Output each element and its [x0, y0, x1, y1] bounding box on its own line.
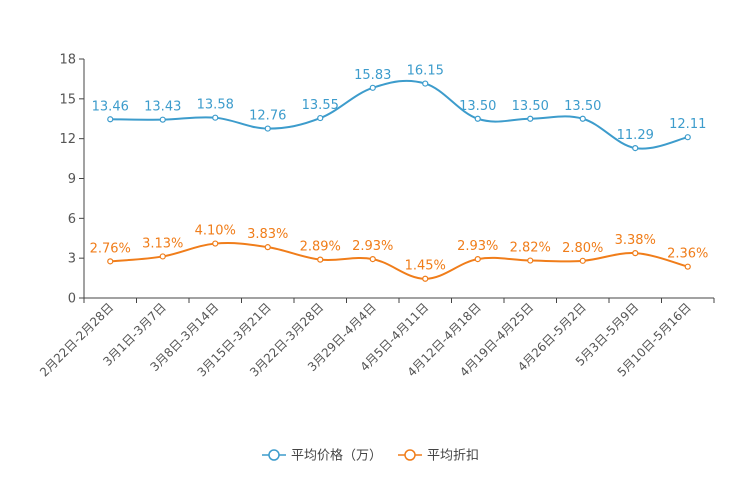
y-tick-label: 12: [59, 132, 76, 147]
series-line: [110, 242, 689, 280]
data-point: [422, 80, 429, 87]
data-point: [632, 250, 639, 257]
data-point: [212, 114, 219, 121]
series-layer: 13.46 13.43 13.58 12.76 13.55 15.83 16.15 13.50…: [90, 64, 708, 282]
data-label: 12.11: [669, 117, 706, 132]
data-label: 11.29: [617, 128, 654, 143]
data-label: 13.43: [144, 100, 181, 115]
data-label: 15.83: [354, 68, 391, 83]
data-point: [159, 116, 166, 123]
data-point: [369, 84, 376, 91]
data-point: [107, 258, 114, 265]
data-point: [474, 255, 481, 263]
data-point: [107, 116, 114, 123]
data-point: [527, 257, 534, 264]
data-point: [422, 275, 429, 282]
data-label: 3.38%: [615, 233, 656, 248]
y-tick-label: 0: [68, 292, 76, 307]
data-point: [264, 125, 271, 132]
data-point: [369, 255, 376, 263]
data-label: 2.93%: [352, 239, 393, 254]
y-tick-label: 3: [68, 252, 76, 267]
data-label: 2.82%: [510, 241, 551, 256]
y-tick-label: 6: [68, 212, 76, 227]
data-label: 13.50: [459, 99, 496, 114]
data-label: 13.58: [197, 98, 234, 113]
data-label: 2.76%: [90, 241, 131, 256]
data-label: 13.50: [512, 99, 549, 114]
data-point: [632, 144, 639, 152]
data-point: [527, 115, 534, 122]
data-point: [264, 244, 271, 251]
series-1: 13.46 13.43 13.58 12.76 13.55 15.83 16.15 13.50…: [92, 64, 706, 152]
data-point: [317, 114, 324, 122]
legend-marker: [404, 449, 416, 461]
axes: 03691215182月22日-2月28日3月1日-3月7日3月8日-3月14日…: [37, 53, 715, 380]
y-tick-label: 9: [68, 172, 76, 187]
legend-label: 平均价格（万）: [291, 448, 382, 464]
data-label: 16.15: [407, 64, 444, 79]
data-point: [159, 253, 166, 260]
data-label: 13.55: [302, 98, 339, 113]
legend: 平均价格（万） 平均折扣: [262, 448, 479, 464]
data-point: [212, 240, 219, 247]
legend-label: 平均折扣: [427, 449, 479, 464]
data-point: [317, 256, 324, 263]
legend-marker: [268, 449, 280, 461]
data-label: 3.13%: [142, 236, 183, 251]
y-tick-label: 18: [59, 53, 76, 68]
legend-item-2: 平均折扣: [398, 449, 479, 464]
data-label: 2.93%: [457, 239, 498, 254]
data-point: [579, 257, 586, 264]
data-label: 3.83%: [247, 227, 288, 242]
data-label: 13.50: [564, 99, 601, 114]
data-label: 12.76: [249, 109, 286, 124]
x-tick-label: 2月22日-2月28日: [37, 300, 116, 379]
y-tick-label: 15: [59, 92, 76, 107]
data-point: [474, 115, 481, 122]
legend-item-1: 平均价格（万）: [262, 448, 382, 464]
data-label: 2.80%: [562, 241, 603, 256]
data-label: 4.10%: [195, 224, 236, 239]
series-line: [110, 79, 688, 150]
data-label: 13.46: [92, 99, 129, 114]
data-point: [684, 263, 691, 270]
series-2: 2.76% 3.13% 4.10% 3.83% 2.89% 2.93% 1.45% 2.93%…: [90, 224, 708, 282]
data-point: [579, 115, 586, 122]
data-label: 2.36%: [667, 247, 708, 262]
data-label: 1.45%: [405, 259, 446, 274]
data-label: 2.89%: [300, 240, 341, 255]
data-point: [684, 134, 691, 141]
